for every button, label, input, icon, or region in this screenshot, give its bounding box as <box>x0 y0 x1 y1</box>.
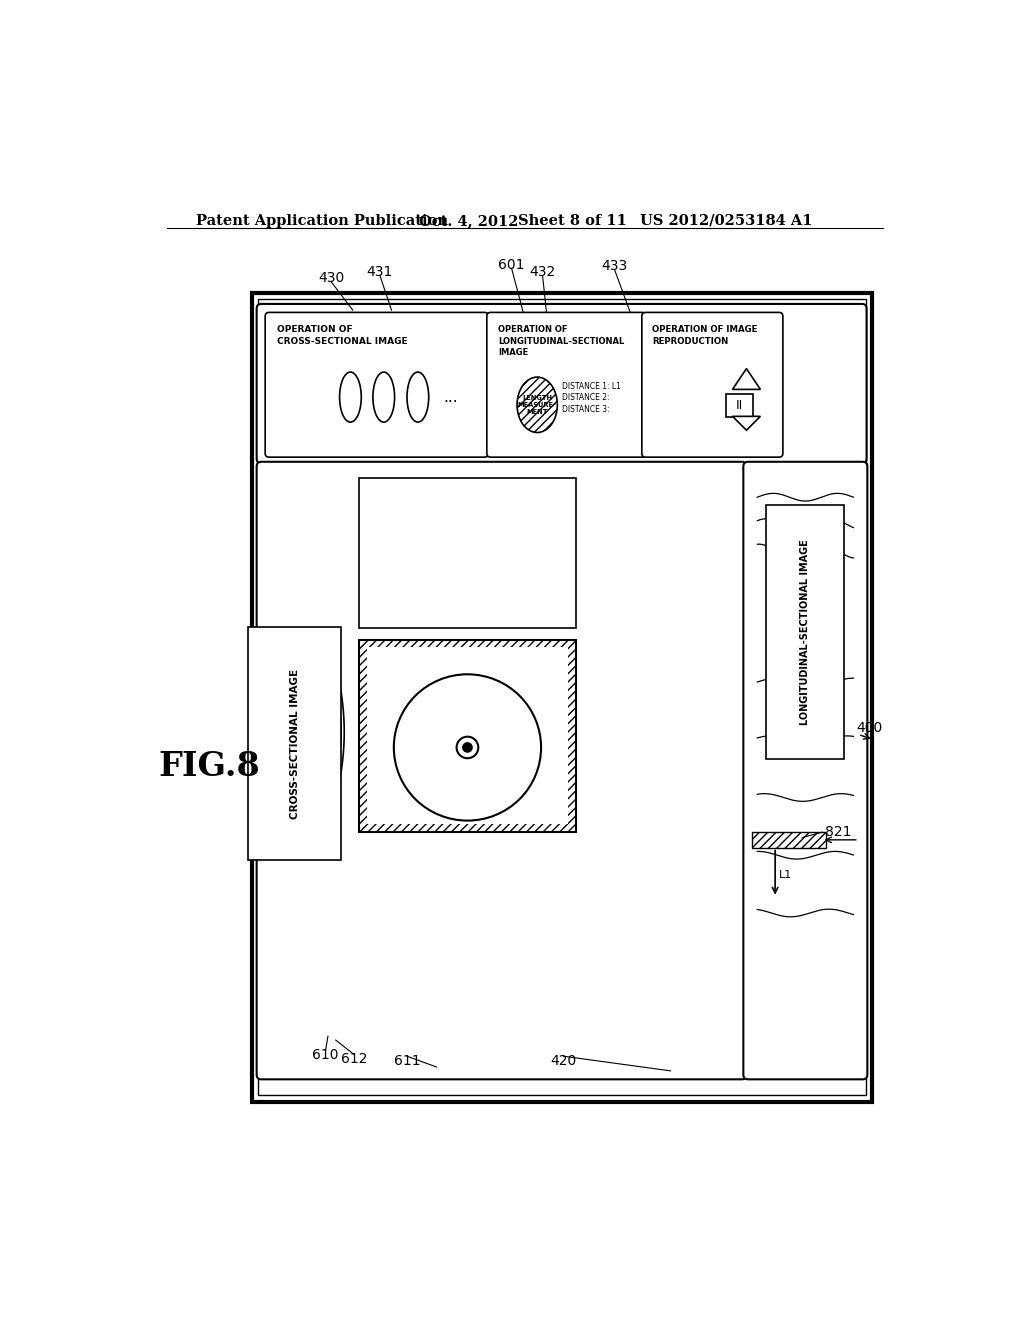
Text: 611: 611 <box>393 1053 420 1068</box>
FancyBboxPatch shape <box>265 313 488 457</box>
Text: OPERATION OF
CROSS-SECTIONAL IMAGE: OPERATION OF CROSS-SECTIONAL IMAGE <box>276 326 408 346</box>
Text: 610: 610 <box>312 1048 339 1063</box>
Text: II: II <box>736 399 743 412</box>
Text: 400: 400 <box>856 721 883 735</box>
Text: 431: 431 <box>367 264 393 279</box>
Text: 432: 432 <box>529 265 556 280</box>
Polygon shape <box>732 416 761 430</box>
FancyBboxPatch shape <box>252 293 872 1102</box>
Ellipse shape <box>340 372 361 422</box>
FancyBboxPatch shape <box>726 395 753 417</box>
Text: Oct. 4, 2012: Oct. 4, 2012 <box>419 214 518 228</box>
Text: L1: L1 <box>779 870 793 879</box>
Circle shape <box>457 737 478 758</box>
FancyBboxPatch shape <box>642 313 783 457</box>
Text: 430: 430 <box>317 271 344 285</box>
FancyBboxPatch shape <box>359 478 575 628</box>
FancyBboxPatch shape <box>257 304 866 463</box>
FancyBboxPatch shape <box>486 313 646 457</box>
Text: LONGITUDINAL-SECTIONAL IMAGE: LONGITUDINAL-SECTIONAL IMAGE <box>801 539 810 725</box>
Circle shape <box>394 675 541 821</box>
Ellipse shape <box>407 372 429 422</box>
FancyBboxPatch shape <box>752 832 825 847</box>
Text: OPERATION OF
LONGITUDINAL-SECTIONAL
IMAGE: OPERATION OF LONGITUDINAL-SECTIONAL IMAG… <box>499 326 625 356</box>
Text: 821: 821 <box>825 825 852 840</box>
FancyBboxPatch shape <box>257 462 746 1080</box>
Text: 612: 612 <box>341 1052 368 1067</box>
Text: Sheet 8 of 11: Sheet 8 of 11 <box>518 214 627 228</box>
FancyBboxPatch shape <box>367 647 568 825</box>
Text: US 2012/0253184 A1: US 2012/0253184 A1 <box>640 214 812 228</box>
Text: 433: 433 <box>601 259 628 273</box>
FancyBboxPatch shape <box>359 640 575 832</box>
Text: LENGTH
MEASURE-
MENT: LENGTH MEASURE- MENT <box>518 395 557 414</box>
Polygon shape <box>732 368 761 389</box>
Text: CROSS-SECTIONAL IMAGE: CROSS-SECTIONAL IMAGE <box>290 668 300 818</box>
Text: ...: ... <box>443 389 459 405</box>
Ellipse shape <box>517 378 557 433</box>
Text: Patent Application Publication: Patent Application Publication <box>197 214 449 228</box>
Text: OPERATION OF IMAGE
REPRODUCTION: OPERATION OF IMAGE REPRODUCTION <box>652 326 758 346</box>
Text: FIG.8: FIG.8 <box>159 750 260 783</box>
Text: 420: 420 <box>551 1053 577 1068</box>
Text: DISTANCE 1: L1
DISTANCE 2:
DISTANCE 3:: DISTANCE 1: L1 DISTANCE 2: DISTANCE 3: <box>562 381 621 414</box>
FancyBboxPatch shape <box>743 462 867 1080</box>
Ellipse shape <box>373 372 394 422</box>
Circle shape <box>463 743 472 752</box>
FancyBboxPatch shape <box>258 300 866 1096</box>
Text: 601: 601 <box>499 257 525 272</box>
